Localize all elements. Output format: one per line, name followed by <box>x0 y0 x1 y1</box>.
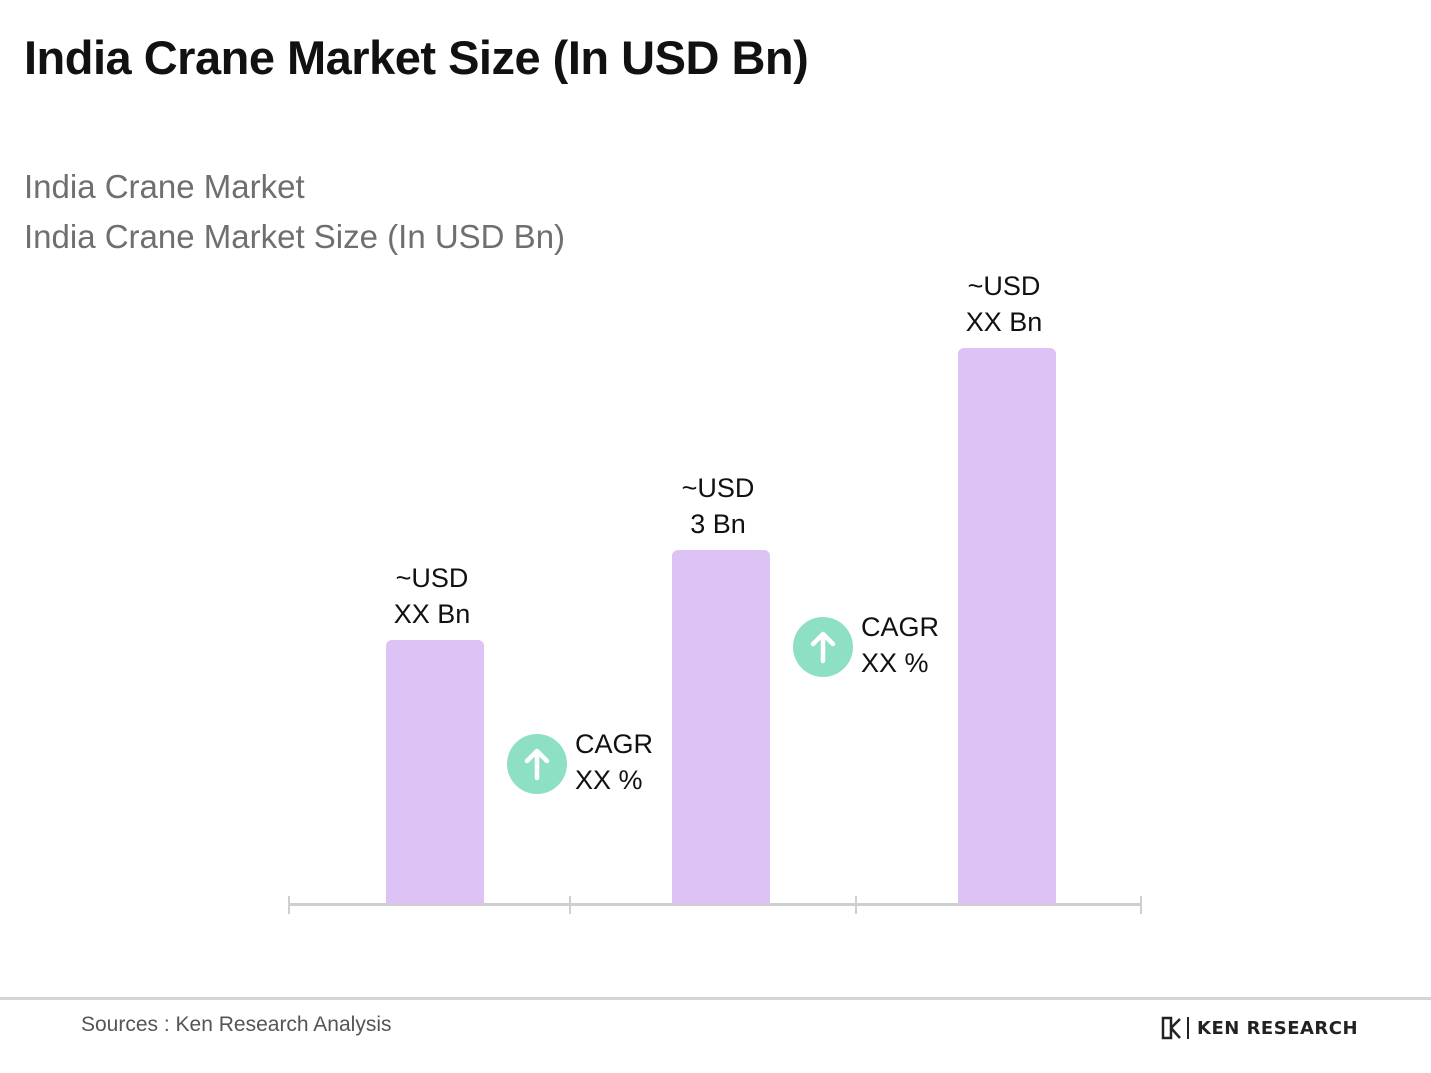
x-axis-line <box>289 903 1142 906</box>
bar-value-label-line-2: XX Bn <box>393 599 471 629</box>
bar-value-label: ~USD 3 Bn <box>618 470 818 542</box>
cagr-label: CAGR <box>861 612 940 642</box>
footer-divider <box>0 997 1431 1000</box>
source-note: Sources : Ken Research Analysis <box>81 1013 392 1036</box>
bar <box>958 348 1056 904</box>
x-axis-tick <box>1140 896 1142 914</box>
bar-value-label-line-1: ~USD <box>967 271 1041 301</box>
ken-research-logo-icon <box>1161 1016 1181 1040</box>
arrow-up-icon <box>793 617 853 677</box>
arrow-up-icon <box>507 734 567 794</box>
cagr-value: XX % <box>861 648 929 678</box>
bar-value-label: ~USD XX Bn <box>904 268 1104 340</box>
x-axis-tick <box>569 896 571 914</box>
cagr-value: XX % <box>575 765 643 795</box>
x-axis-tick <box>288 896 290 914</box>
bar <box>386 640 484 904</box>
logo-separator <box>1187 1017 1189 1039</box>
bar-value-label-line-1: ~USD <box>681 473 755 503</box>
bar-value-label-line-2: XX Bn <box>965 307 1043 337</box>
logo-wordmark: KEN RESEARCH <box>1197 1017 1359 1039</box>
x-axis-tick <box>855 896 857 914</box>
ken-research-logo: KEN RESEARCH <box>1161 1016 1358 1040</box>
cagr-annotation: CAGR XX % <box>861 609 939 681</box>
chart-subtitle-line-2: India Crane Market Size (In USD Bn) <box>24 218 566 255</box>
cagr-annotation: CAGR XX % <box>575 726 653 798</box>
chart-title: India Crane Market Size (In USD Bn) <box>24 31 809 84</box>
cagr-label: CAGR <box>575 729 654 759</box>
bar-value-label-line-1: ~USD <box>395 563 469 593</box>
chart-subtitle-line-1: India Crane Market <box>24 168 305 205</box>
bar <box>672 550 770 904</box>
bar-value-label: ~USD XX Bn <box>332 560 532 632</box>
bar-value-label-line-2: 3 Bn <box>690 509 746 539</box>
